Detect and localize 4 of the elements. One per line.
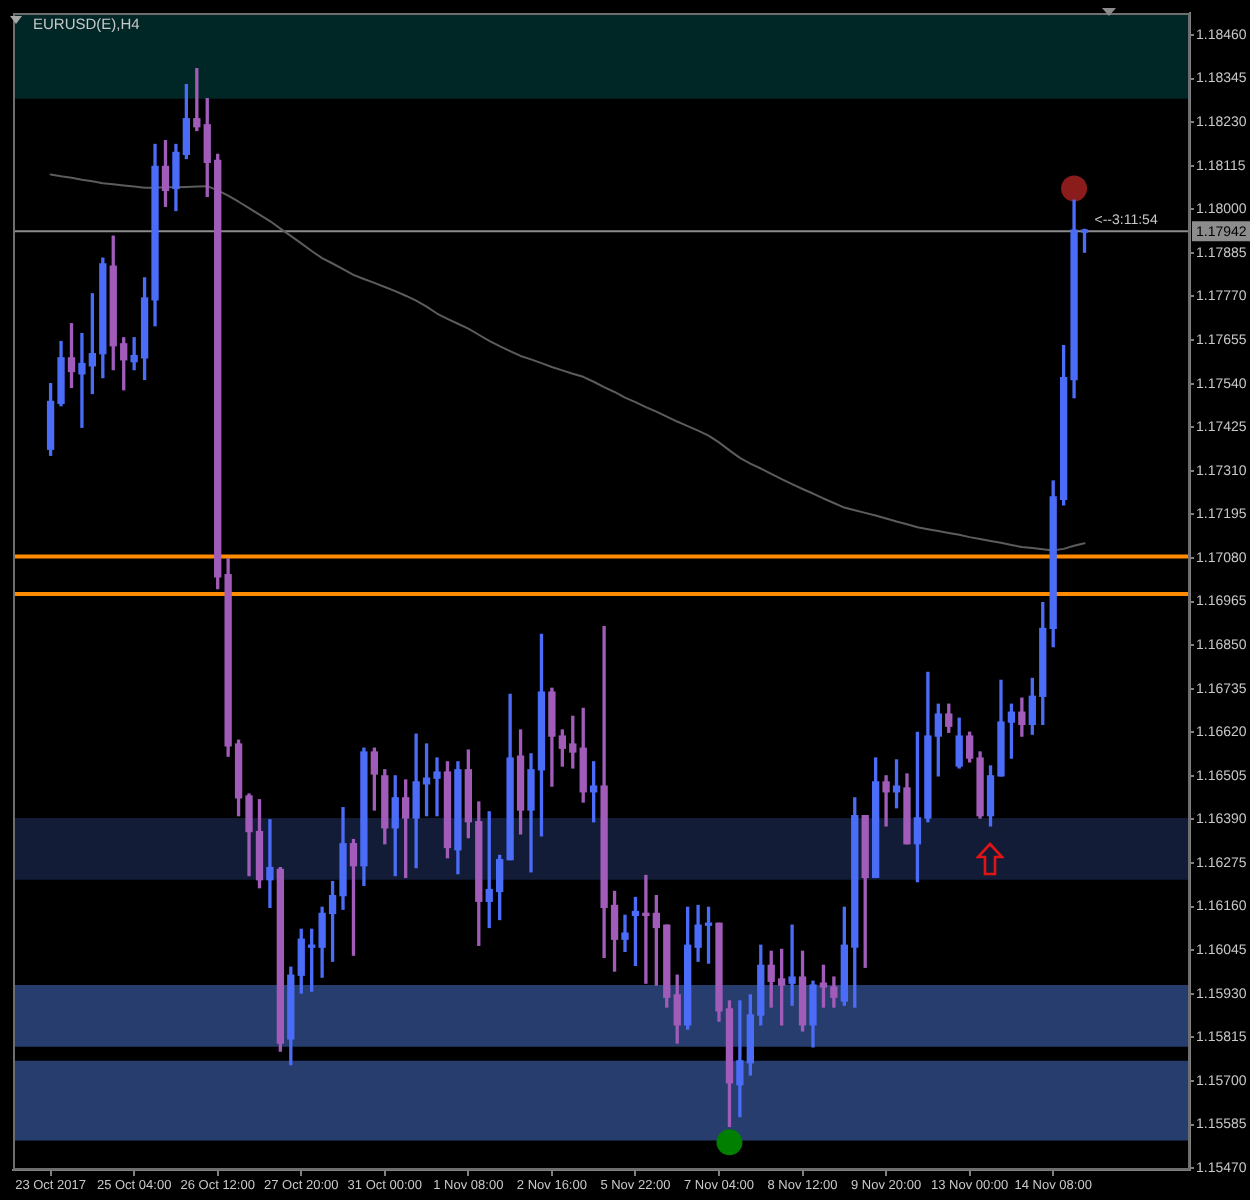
candlestick	[882, 775, 890, 827]
candlestick	[266, 819, 274, 909]
candlestick	[788, 924, 796, 1006]
candlestick	[621, 914, 629, 952]
